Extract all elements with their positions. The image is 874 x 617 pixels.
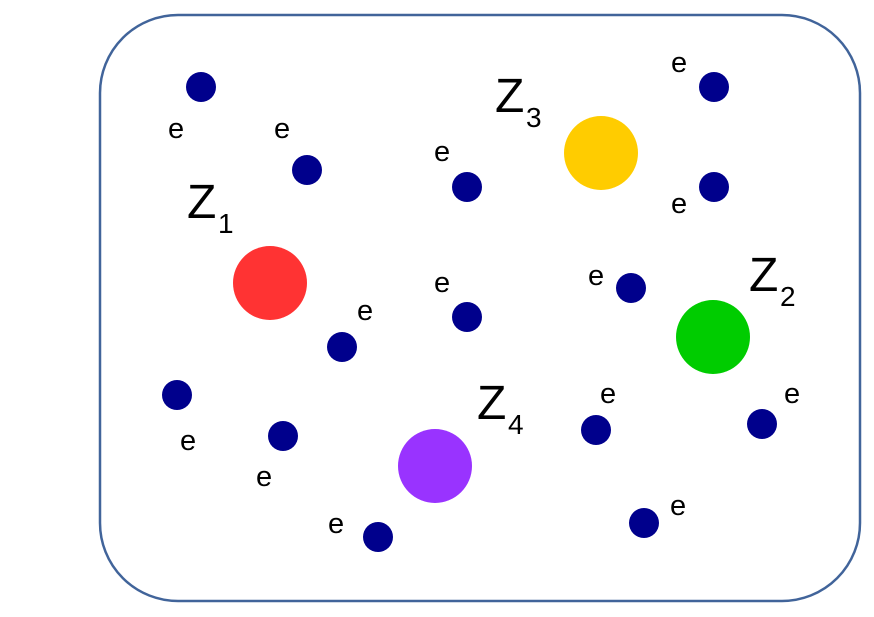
electron: e <box>671 47 729 102</box>
electron-dot <box>747 409 777 439</box>
electron-label: e <box>670 490 686 522</box>
nucleus-z4-subscript: 4 <box>508 409 524 440</box>
nucleus-z1: Z 1 <box>187 176 307 320</box>
electron: e <box>434 267 482 332</box>
electron-label: e <box>274 113 290 145</box>
electron-dot <box>629 508 659 538</box>
electron-dot <box>581 415 611 445</box>
electron: e <box>588 260 646 303</box>
electron-dot <box>162 380 192 410</box>
electron-dot <box>186 72 216 102</box>
nucleus-z2: Z 2 <box>676 249 796 374</box>
electron-label: e <box>168 113 184 145</box>
electron: e <box>629 490 686 538</box>
nucleus-z3-subscript: 3 <box>526 102 542 133</box>
electron: e <box>434 136 482 202</box>
electron: e <box>274 113 322 185</box>
electron-label: e <box>784 378 800 410</box>
nucleus-z4-circle <box>398 429 472 503</box>
electron-label: e <box>328 508 344 540</box>
electron-dot <box>292 155 322 185</box>
electron-dot <box>327 332 357 362</box>
electron-label: e <box>434 267 450 299</box>
nucleus-z3-label: Z <box>495 70 524 123</box>
electron-label: e <box>256 461 272 493</box>
nucleus-z1-label: Z <box>187 176 216 229</box>
nucleus-z4-label: Z <box>477 377 506 430</box>
electron: e <box>328 508 393 552</box>
electron-label: e <box>671 188 687 220</box>
electron-label: e <box>434 136 450 168</box>
electron: e <box>256 421 298 493</box>
nucleus-z2-subscript: 2 <box>780 281 796 312</box>
container-box <box>98 13 862 603</box>
electron: e <box>162 380 196 457</box>
electron-dot <box>616 273 646 303</box>
electron: e <box>671 172 729 220</box>
nucleus-z1-circle <box>233 246 307 320</box>
nucleus-z3-circle <box>564 116 638 190</box>
electron-label: e <box>180 425 196 457</box>
nucleus-z2-circle <box>676 300 750 374</box>
electron-label: e <box>600 378 616 410</box>
electron-label: e <box>357 295 373 327</box>
electron-label: e <box>588 260 604 292</box>
electron-label: e <box>671 47 687 79</box>
electron-dot <box>452 172 482 202</box>
electron-dot <box>363 522 393 552</box>
electron-dot <box>699 172 729 202</box>
nucleus-z3: Z 3 <box>495 70 638 190</box>
electron-dot <box>699 72 729 102</box>
electron: e <box>747 378 800 439</box>
nucleus-z1-subscript: 1 <box>218 208 234 239</box>
nucleus-z4: Z 4 <box>398 377 524 503</box>
nucleus-z2-label: Z <box>749 249 778 302</box>
electron-dot <box>452 302 482 332</box>
electron: e <box>581 378 616 445</box>
electron: e <box>327 295 373 362</box>
electron: e <box>168 72 216 145</box>
electron-dot <box>268 421 298 451</box>
